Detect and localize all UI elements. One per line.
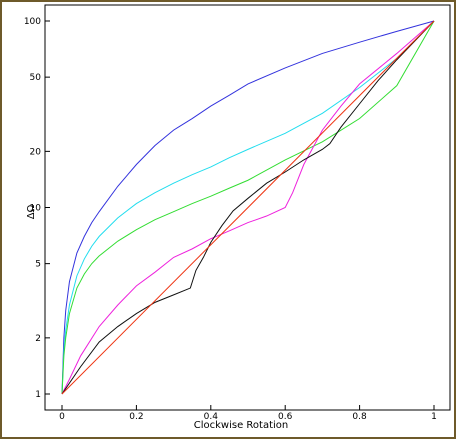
series-line-5 bbox=[61, 20, 435, 395]
x-tick-label: 0.2 bbox=[129, 412, 143, 422]
y-tick-label: 1 bbox=[35, 390, 41, 400]
x-axis-label: Clockwise Rotation bbox=[194, 420, 289, 431]
series-line-6 bbox=[61, 20, 435, 395]
line-chart: 0 0.2 0.4 0.6 0.8 1 1 2 5 10 20 50 100 Clockwise Rot… bbox=[24, 4, 451, 431]
y-axis-label: ΔΩ bbox=[26, 204, 37, 219]
series-line-4 bbox=[61, 20, 435, 395]
x-tick-label: 0.8 bbox=[352, 412, 367, 422]
x-tick-label: 0 bbox=[59, 412, 65, 422]
series-line-3 bbox=[61, 20, 435, 395]
series-line-1 bbox=[61, 20, 435, 395]
y-tick-label: 10 bbox=[30, 204, 42, 214]
y-tick-label: 50 bbox=[30, 73, 42, 83]
series-layer bbox=[61, 20, 435, 395]
x-tick-label: 1 bbox=[431, 412, 437, 422]
y-tick-label: 5 bbox=[35, 260, 41, 270]
y-tick-label: 2 bbox=[35, 334, 41, 344]
series-line-2 bbox=[61, 20, 435, 395]
axis-layer: 0 0.2 0.4 0.6 0.8 1 1 2 5 10 20 50 100 bbox=[24, 17, 437, 422]
x-tick-label: 0.6 bbox=[278, 412, 293, 422]
y-tick-label: 20 bbox=[30, 147, 42, 157]
y-tick-label: 100 bbox=[24, 17, 41, 27]
x-tick-label: 0.4 bbox=[204, 412, 219, 422]
